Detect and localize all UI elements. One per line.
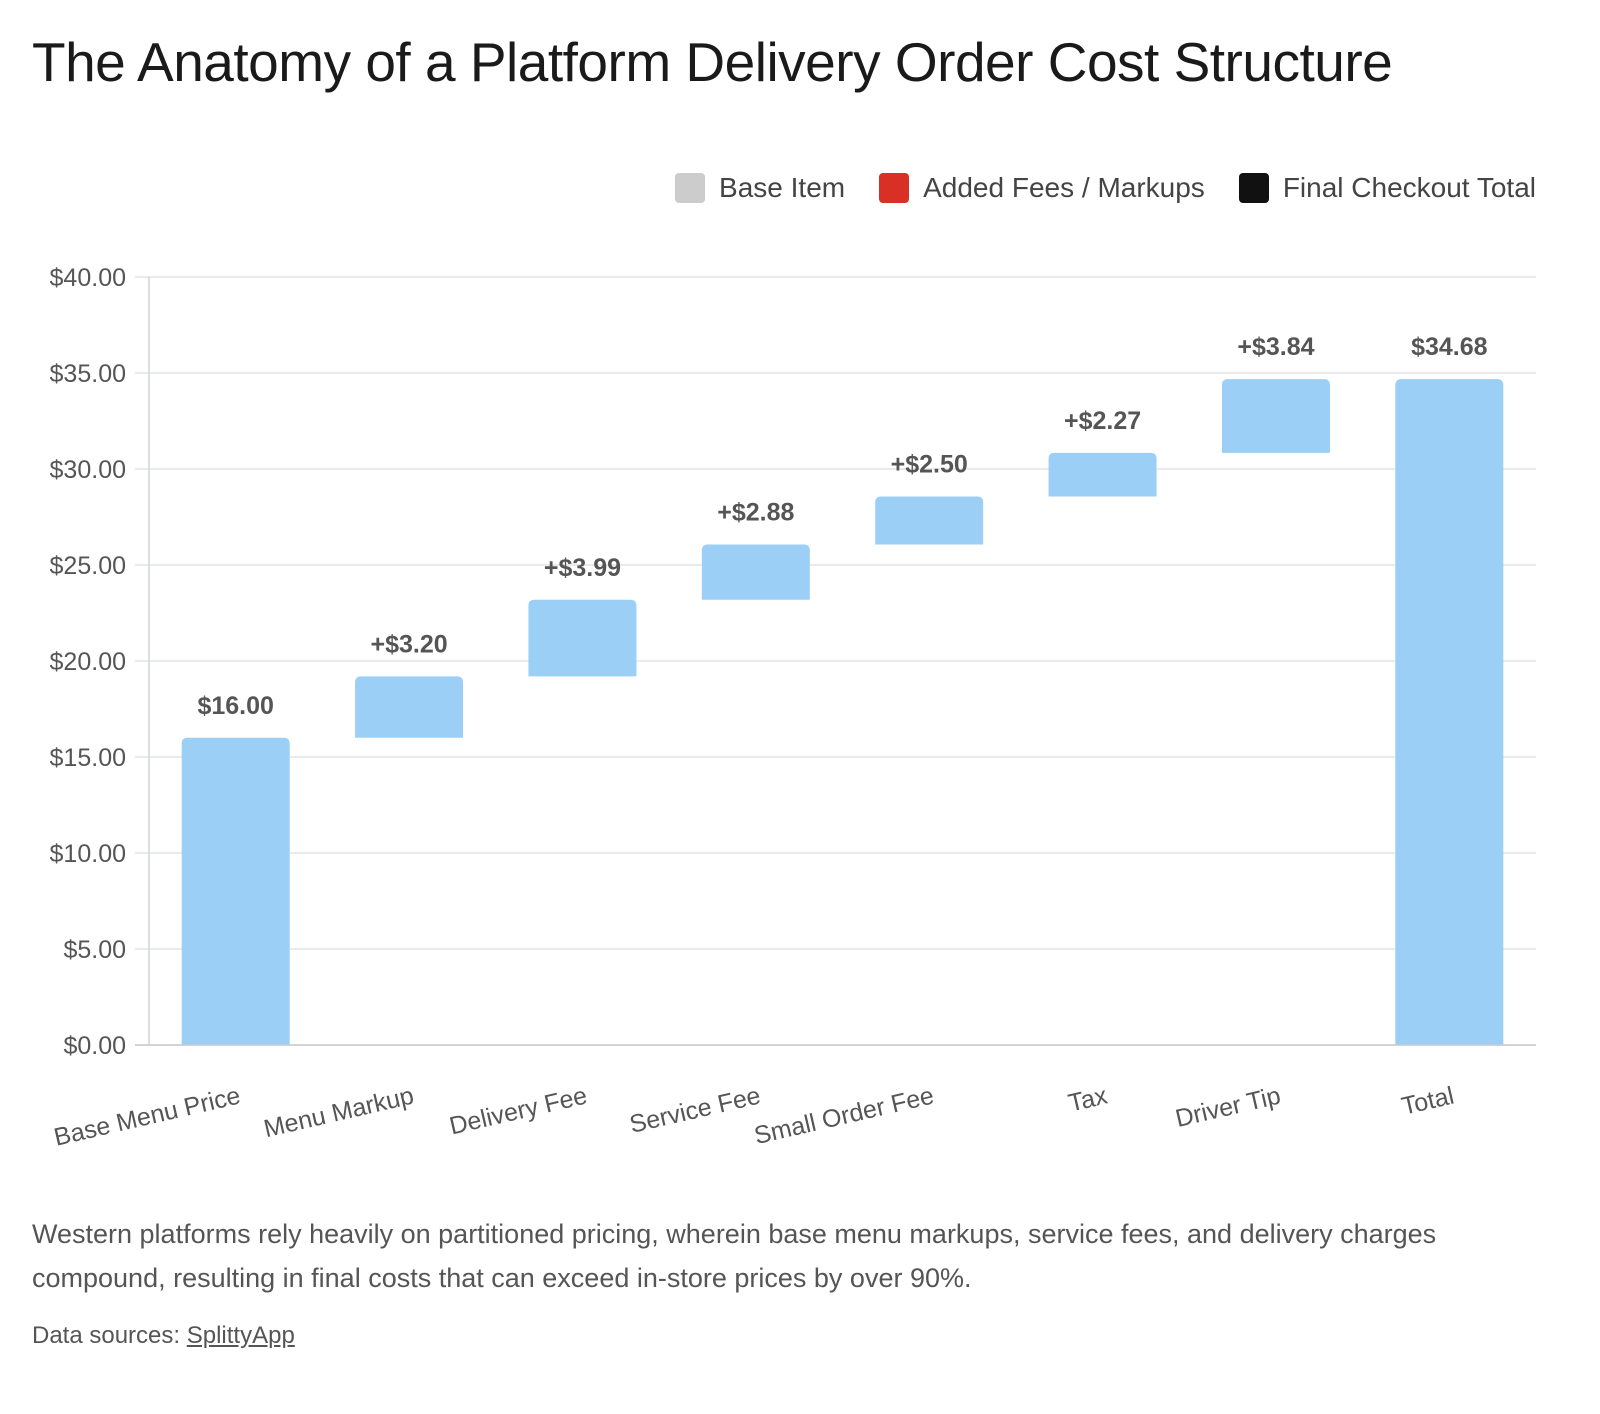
waterfall-chart: $0.00 $5.00 $10.00 $15.00 $20.00 $25.00 $30.00… <box>50 264 1536 1152</box>
chart-title: The Anatomy of a Platform Delivery Order… <box>32 31 1393 93</box>
sources-link[interactable]: SplittyApp <box>186 1322 295 1349</box>
bar <box>875 496 984 545</box>
data-label: +$3.20 <box>370 630 447 658</box>
x-tick-label: Menu Markup <box>261 1082 416 1144</box>
x-tick-label: Tax <box>1066 1081 1111 1117</box>
bar <box>181 737 290 1045</box>
x-tick-label: Base Menu Price <box>51 1082 243 1152</box>
data-label: $16.00 <box>197 692 273 720</box>
data-labels: $16.00 +$3.20 +$3.99 +$2.88 +$2.50 +$2.27 +$3.… <box>197 333 1487 720</box>
grid-lines <box>135 276 1536 1046</box>
y-tick-label: $40.00 <box>50 264 126 292</box>
y-tick-label: $15.00 <box>50 744 126 772</box>
data-label: +$2.27 <box>1064 407 1141 435</box>
legend-item-base: Base Item <box>675 172 845 204</box>
legend-label-fees: Added Fees / Markups <box>923 172 1205 203</box>
x-tick-label: Driver Tip <box>1173 1082 1284 1133</box>
data-label: +$2.50 <box>891 450 968 478</box>
legend-item-fees: Added Fees / Markups <box>879 172 1205 204</box>
data-label: +$3.99 <box>544 554 621 582</box>
caption: Western platforms rely heavily on partit… <box>32 1219 1437 1293</box>
x-axis-ticks: Base Menu Price Menu Markup Delivery Fee Se… <box>51 1081 1456 1151</box>
x-tick-label: Service Fee <box>627 1082 763 1139</box>
bar <box>1048 452 1157 497</box>
legend-swatch-base <box>675 173 706 203</box>
data-label: +$2.88 <box>717 498 794 526</box>
y-tick-label: $30.00 <box>50 456 126 484</box>
y-tick-label: $5.00 <box>63 936 126 964</box>
bar <box>1221 379 1330 453</box>
y-tick-label: $35.00 <box>50 360 126 388</box>
data-label: $34.68 <box>1411 333 1488 361</box>
bar <box>528 599 637 677</box>
sources-prefix: Data sources: <box>32 1322 187 1349</box>
bar <box>1395 379 1504 1045</box>
x-tick-label: Delivery Fee <box>447 1082 590 1141</box>
bar <box>701 544 810 600</box>
legend-label-total: Final Checkout Total <box>1282 172 1536 203</box>
legend: Base Item Added Fees / Markups Final Che… <box>641 172 1536 204</box>
data-label: +$3.84 <box>1237 333 1314 361</box>
bars <box>181 379 1504 1045</box>
y-tick-label: $20.00 <box>50 648 126 676</box>
x-tick-label: Total <box>1399 1082 1457 1121</box>
y-tick-label: $0.00 <box>63 1032 126 1060</box>
bar <box>355 676 464 738</box>
legend-swatch-total <box>1238 173 1269 203</box>
y-axis-ticks: $0.00 $5.00 $10.00 $15.00 $20.00 $25.00 $30.00… <box>50 264 126 1060</box>
x-tick-label: Small Order Fee <box>752 1082 937 1151</box>
y-tick-label: $10.00 <box>50 840 126 868</box>
legend-label-base: Base Item <box>719 172 846 203</box>
legend-item-total: Final Checkout Total <box>1238 172 1536 204</box>
legend-swatch-fees <box>879 173 910 203</box>
y-tick-label: $25.00 <box>50 552 126 580</box>
data-sources: Data sources: SplittyApp <box>32 1322 295 1350</box>
